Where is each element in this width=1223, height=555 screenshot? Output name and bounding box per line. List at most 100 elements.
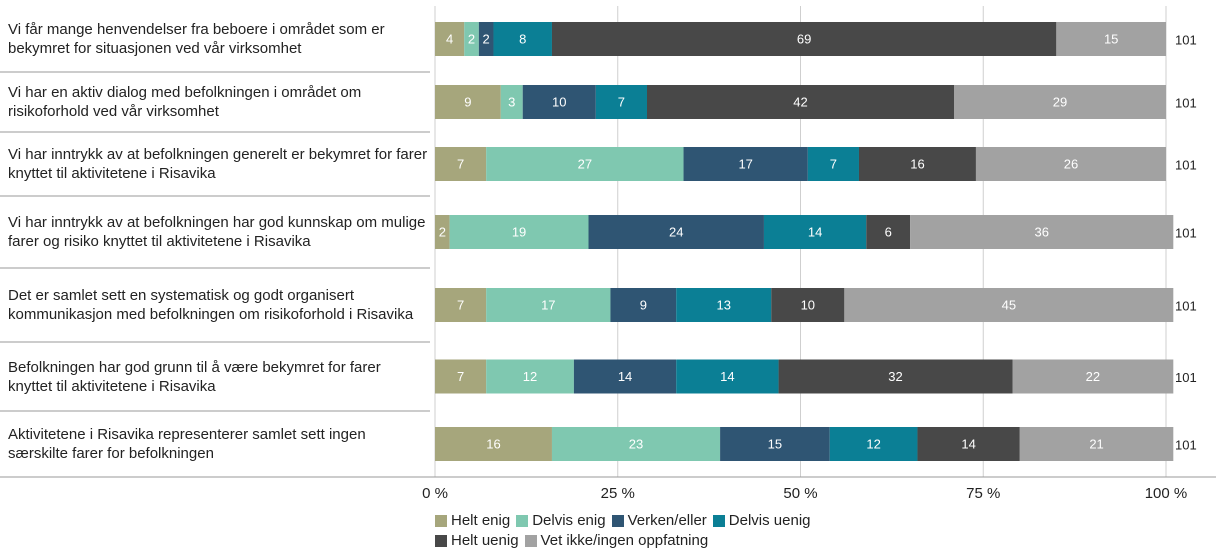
data-label: 14 [961,436,975,451]
data-label: 7 [457,297,464,312]
bar-segment [858,147,976,181]
data-label: 21 [1089,436,1103,451]
data-label: 29 [1053,94,1067,109]
bar-segment [500,85,523,119]
bar-segment [588,215,764,249]
bar-segment [551,427,721,461]
data-label: 42 [793,94,807,109]
bar-segment [866,215,911,249]
data-label: 7 [457,369,464,384]
data-label: 12 [523,369,537,384]
bar-segment [975,147,1166,181]
legend-swatch [516,514,529,527]
total-label: 101 [1175,157,1197,172]
legend: Helt enig Delvis enig Verken/eller Delvis u… [435,512,905,549]
bar-segment [435,85,501,119]
data-label: 15 [768,436,782,451]
bar-segment [478,22,494,56]
x-tick-label: 0 % [422,485,448,502]
bar-segment [493,22,552,56]
category-label: Vi får mange henvendelser fra beboere i … [8,21,385,57]
bar-segment [683,147,808,181]
bar-segment [829,427,918,461]
bar-segment [435,288,487,322]
data-label: 32 [888,369,902,384]
category-label: Det er samlet sett en systematisk og god… [8,287,414,323]
legend-swatch [524,534,537,547]
legend-swatch [712,514,725,527]
data-label: 24 [669,224,683,239]
bar-segment [522,85,596,119]
legend-swatch [435,534,447,547]
data-label: 13 [717,297,731,312]
data-label: 45 [1002,297,1016,312]
legend-label: Helt enig [451,512,511,529]
data-label: 17 [738,156,752,171]
bar-segment [720,427,830,461]
bar-segment [1056,22,1166,56]
total-label: 101 [1175,298,1197,313]
legend-label: Helt uenig [451,532,519,549]
data-label: 9 [640,297,647,312]
bar-segment [551,22,1057,56]
total-label: 101 [1175,370,1197,385]
bar-segment [595,85,647,119]
data-label: 22 [1086,369,1100,384]
data-label: 7 [830,156,837,171]
x-tick-label: 50 % [783,485,817,502]
data-label: 36 [1034,224,1048,239]
bar-segment [954,85,1166,119]
category-label: Aktivitetene i Risavika representerer sa… [8,426,366,462]
bar-segment [778,359,1013,394]
bar-segment [435,147,487,181]
data-label: 27 [578,156,592,171]
data-label: 4 [446,31,453,46]
legend-label: Vet ikke/ingen oppfatning [540,532,709,549]
data-label: 69 [797,31,811,46]
category-label: Vi har inntrykk av at befolkningen har g… [8,214,426,250]
legend-label: Delvis uenig [728,512,811,529]
bar-segment [1012,359,1174,394]
bar-segment [486,359,574,394]
data-label: 14 [720,369,734,384]
bar-segment [449,215,589,249]
data-label: 19 [512,224,526,239]
total-label: 101 [1175,437,1197,452]
category-label: Vi har en aktiv dialog med befolkningen … [8,84,362,120]
bar-segment [844,288,1174,322]
legend-item: Delvis enig [516,512,606,529]
bar-segment [464,22,479,56]
data-label: 2 [468,31,475,46]
bar-segment [646,85,955,119]
legend-label: Delvis enig [532,512,606,529]
data-label: 10 [801,297,815,312]
data-label: 16 [910,156,924,171]
bar-segment [486,288,611,322]
bar-segment [435,215,450,249]
data-label: 16 [486,436,500,451]
legend-item: Helt uenig [435,532,519,549]
data-label: 2 [483,31,490,46]
data-label: 2 [439,224,446,239]
data-label: 7 [618,94,625,109]
legend-label: Verken/eller [627,512,707,529]
x-tick-label: 75 % [966,485,1000,502]
legend-item: Delvis uenig [712,512,811,529]
bar-segment [910,215,1174,249]
total-label: 101 [1175,225,1197,240]
legend-item: Helt enig [435,512,510,529]
bar-segment [435,427,552,461]
data-label: 9 [464,94,471,109]
legend-item: Verken/eller [611,512,707,529]
data-label: 14 [618,369,632,384]
data-label: 3 [508,94,515,109]
total-label: 101 [1175,95,1197,110]
total-label: 101 [1175,32,1197,47]
data-label: 6 [885,224,892,239]
bar-segment [435,22,465,56]
legend-item: Vet ikke/ingen oppfatning [524,532,709,549]
data-label: 14 [808,224,822,239]
x-tick-label: 25 % [601,485,635,502]
